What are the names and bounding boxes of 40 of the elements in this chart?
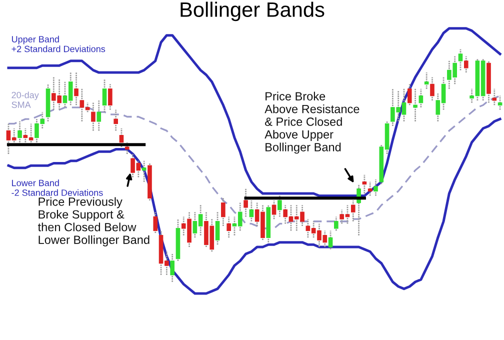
candlestick [244,188,248,218]
candlestick [74,72,78,106]
candlestick [424,72,429,90]
series-label: 20-day SMA [12,92,39,108]
candlestick [492,88,497,106]
candlestick [96,100,102,132]
chart-title: Bollinger Bands [180,2,324,22]
candlestick [458,48,463,71]
candlestick [407,83,412,106]
candlestick [153,211,158,234]
series-label: Lower Band -2 Standard Deviations [12,180,103,196]
candlestick [226,216,231,238]
candlestick [114,109,118,132]
candlestick [374,178,378,197]
candlestick [108,83,112,110]
series-label: Upper Band +2 Standard Deviations [12,36,106,52]
annotation: Price Broke Above Resistance & Price Closed Above Upper Bollinger Band [264,92,360,154]
candlestick [418,88,424,108]
candlestick [350,200,356,222]
candlestick [102,78,107,113]
candlestick [413,88,418,122]
candlestick [368,181,372,197]
candlestick [272,200,276,220]
candlestick [215,211,220,246]
candlestick [91,102,96,132]
candlestick [119,128,124,148]
candlestick [221,197,226,227]
candlestick [170,253,174,283]
candlestick [328,230,333,250]
candlestick [142,160,146,183]
candlestick [18,120,22,146]
candlestick [278,195,282,218]
candlestick [334,216,338,232]
candlestick [362,174,367,194]
candlestick [249,200,254,222]
candlestick [464,56,468,74]
candlestick [498,95,502,110]
candlestick [430,76,434,102]
candlestick [124,142,130,155]
annotation: Price Previously Broke Support & then Closed Below Lower Bollinger Band [38,197,150,246]
